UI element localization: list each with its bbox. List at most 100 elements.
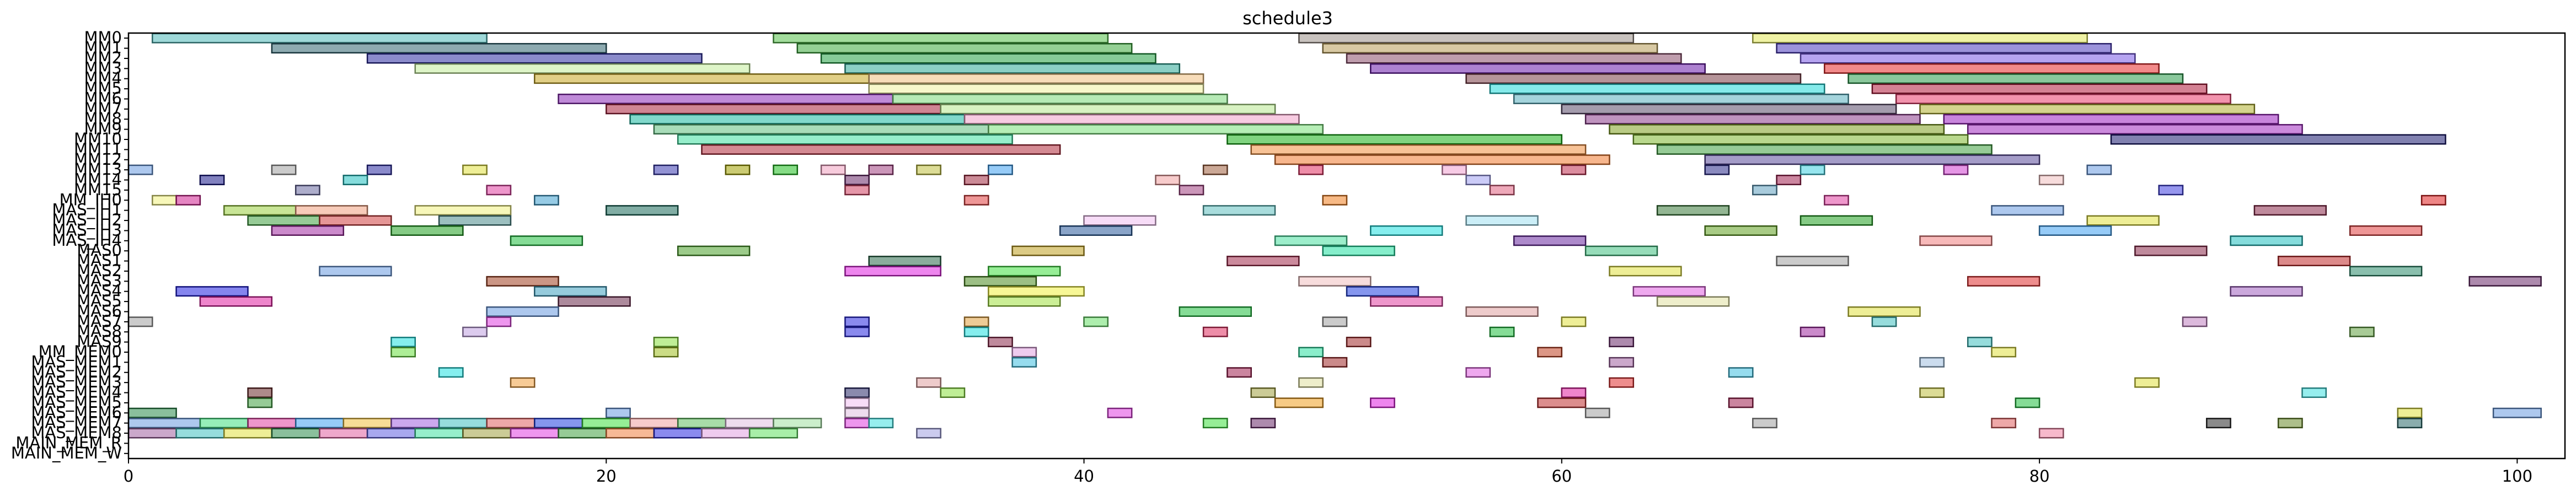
task-bar <box>294 185 320 196</box>
task-bar <box>390 418 440 429</box>
task-bar <box>868 164 894 175</box>
y-tick-label: MAS6 <box>77 301 122 320</box>
y-tick-label: MAS_MEM7 <box>31 413 122 432</box>
task-bar <box>1202 205 1276 216</box>
task-bar <box>2349 266 2423 277</box>
y-tick-label: MAS_MEM6 <box>31 403 122 422</box>
y-tick-label: MM14 <box>74 170 122 189</box>
task-bar <box>773 418 822 429</box>
task-bar <box>1561 164 1587 175</box>
task-bar <box>271 225 345 236</box>
task-bar <box>1584 114 1921 125</box>
y-tick-label: MAS9 <box>77 332 122 351</box>
task-bar <box>1824 195 1849 206</box>
task-bar <box>1609 266 1682 277</box>
task-bar <box>558 93 894 104</box>
task-bar <box>677 134 1013 145</box>
task-bar <box>1704 154 2041 165</box>
task-bar <box>1967 276 2041 287</box>
task-bar <box>1465 175 1491 186</box>
y-tick-label: MAS_IH3 <box>52 220 122 239</box>
task-bar <box>271 428 320 439</box>
task-bar <box>653 164 679 175</box>
y-tick-label: MM13 <box>74 160 122 179</box>
task-bar <box>1871 316 1897 327</box>
task-bar <box>988 296 1061 307</box>
task-bar <box>773 33 1109 44</box>
task-bar <box>294 418 345 429</box>
y-tick-label: MM7 <box>84 99 122 118</box>
task-bar <box>486 276 559 287</box>
task-bar <box>1752 33 2088 44</box>
task-bar <box>247 418 297 429</box>
task-bar <box>701 428 751 439</box>
y-tick-label: MM5 <box>84 79 122 98</box>
task-bar <box>1227 367 1252 378</box>
task-bar <box>1609 124 1945 135</box>
task-bar <box>247 387 273 398</box>
y-tick-label: MM10 <box>74 130 122 148</box>
task-bar <box>1704 225 1777 236</box>
task-bar <box>2110 134 2446 145</box>
y-tick-label: MAS2 <box>77 261 122 280</box>
task-bar <box>1656 144 1993 155</box>
task-bar <box>748 428 799 439</box>
task-bar <box>1967 337 1993 348</box>
task-bar <box>462 428 512 439</box>
task-bar <box>1656 205 1730 216</box>
task-bar <box>2277 256 2351 267</box>
task-bar <box>1919 235 1993 246</box>
task-bar <box>1274 154 1610 165</box>
task-bar <box>1465 306 1539 317</box>
task-bar <box>1322 316 1348 327</box>
task-bar <box>2230 235 2303 246</box>
task-bar <box>127 418 201 429</box>
task-bar <box>701 144 1061 155</box>
task-bar <box>606 104 941 115</box>
task-bar <box>606 205 679 216</box>
task-bar <box>1322 195 1348 206</box>
task-bar <box>1465 367 1491 378</box>
y-tick-label: MAS3 <box>77 271 122 290</box>
task-bar <box>1895 93 2231 104</box>
task-bar <box>319 215 392 226</box>
task-bar <box>2134 377 2160 388</box>
task-bar <box>844 397 870 408</box>
task-bar <box>1346 286 1420 297</box>
task-bar <box>127 428 177 439</box>
task-bar <box>988 266 1061 277</box>
task-bar <box>1489 185 1515 196</box>
task-bar <box>1561 316 1587 327</box>
task-bar <box>1991 347 2017 358</box>
task-bar <box>199 175 225 186</box>
task-bar <box>438 367 464 378</box>
x-tick-label: 60 <box>1551 467 1572 486</box>
task-bar <box>1465 215 1539 226</box>
task-bar <box>1728 397 1754 408</box>
x-tick-label: 100 <box>2502 467 2532 486</box>
task-bar <box>1298 33 1635 44</box>
task-bar <box>581 418 631 429</box>
task-bar <box>534 286 607 297</box>
task-bar <box>868 418 894 429</box>
y-tick-label: MAIN_MEM_W <box>11 444 122 462</box>
task-bar <box>2397 418 2423 429</box>
task-bar <box>414 63 751 74</box>
task-bar <box>366 53 703 64</box>
task-bar <box>1107 407 1133 418</box>
task-bar <box>1059 225 1133 236</box>
task-bar <box>223 428 273 439</box>
task-bar <box>247 215 320 226</box>
task-bar <box>1800 53 2136 64</box>
y-tick-label: MAS4 <box>77 282 122 300</box>
y-tick-label: MM_IH0 <box>60 190 122 209</box>
task-bar <box>1322 43 1658 54</box>
task-bar <box>1322 357 1348 368</box>
task-bar <box>1250 387 1276 398</box>
task-bar <box>963 316 989 327</box>
task-bar <box>1776 43 2112 54</box>
task-bar <box>1824 63 2160 74</box>
task-bar <box>868 73 1204 84</box>
task-bar <box>247 397 273 408</box>
task-bar <box>1513 235 1587 246</box>
